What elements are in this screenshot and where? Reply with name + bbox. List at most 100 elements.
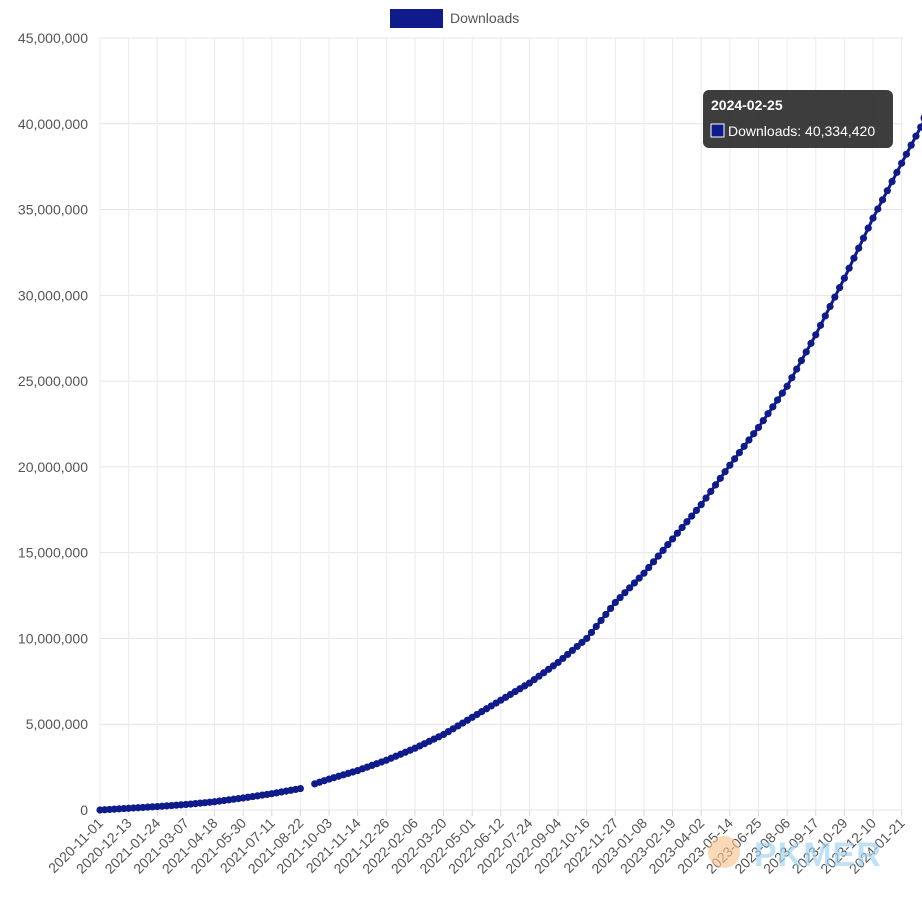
data-point[interactable]	[764, 410, 772, 418]
data-point[interactable]	[740, 442, 748, 450]
data-point[interactable]	[778, 389, 786, 397]
data-point[interactable]	[869, 214, 877, 222]
y-tick-label: 35,000,000	[18, 202, 88, 218]
y-tick-label: 25,000,000	[18, 373, 88, 389]
data-point[interactable]	[821, 312, 829, 320]
data-point[interactable]	[673, 529, 681, 537]
data-point[interactable]	[587, 628, 596, 637]
data-point[interactable]	[649, 558, 658, 566]
y-tick-label: 45,000,000	[18, 30, 88, 46]
grid	[99, 37, 903, 811]
data-point[interactable]	[573, 642, 581, 651]
data-point[interactable]	[626, 584, 634, 592]
data-point[interactable]	[640, 569, 648, 577]
data-point[interactable]	[707, 487, 715, 496]
data-point[interactable]	[554, 658, 562, 667]
data-point[interactable]	[845, 264, 853, 272]
data-point[interactable]	[773, 396, 782, 404]
tooltip-title: 2024-02-25	[711, 97, 783, 113]
data-point[interactable]	[793, 365, 801, 373]
y-tick-label: 30,000,000	[18, 287, 88, 303]
data-point[interactable]	[826, 302, 834, 311]
y-tick-label: 20,000,000	[18, 459, 88, 475]
data-point[interactable]	[678, 523, 686, 532]
data-point[interactable]	[788, 374, 796, 382]
y-axis: 0 5,000,000 10,000,000 15,000,000 20,000,000…	[18, 30, 88, 818]
data-point[interactable]	[688, 512, 696, 520]
y-tick-label: 10,000,000	[18, 630, 88, 646]
data-point[interactable]	[621, 589, 629, 597]
data-point[interactable]	[692, 506, 701, 514]
data-point[interactable]	[616, 593, 624, 602]
data-point[interactable]	[702, 494, 710, 502]
data-point[interactable]	[659, 546, 667, 554]
legend-label[interactable]: Downloads	[450, 10, 519, 26]
data-point[interactable]	[769, 403, 777, 411]
data-point[interactable]	[807, 339, 815, 347]
data-point[interactable]	[802, 348, 810, 356]
watermark-logo-icon	[708, 836, 740, 868]
series-line	[314, 121, 922, 786]
data-point[interactable]	[568, 646, 576, 655]
watermark: PKMER	[708, 836, 882, 874]
data-point[interactable]	[912, 132, 920, 140]
data-point[interactable]	[559, 654, 567, 663]
data-point[interactable]	[726, 461, 734, 469]
data-point[interactable]	[874, 205, 882, 213]
data-point[interactable]	[859, 234, 868, 242]
data-point[interactable]	[645, 563, 653, 572]
data-point[interactable]	[754, 423, 763, 432]
data-point[interactable]	[878, 196, 887, 204]
data-point[interactable]	[850, 254, 858, 262]
data-point[interactable]	[606, 604, 615, 613]
data-point[interactable]	[855, 244, 863, 252]
data-point[interactable]	[683, 518, 691, 526]
series-downloads	[96, 113, 922, 814]
data-point[interactable]	[812, 331, 820, 339]
data-point[interactable]	[797, 356, 806, 365]
data-point[interactable]	[578, 638, 586, 647]
data-point[interactable]	[602, 610, 610, 619]
legend[interactable]: Downloads	[390, 9, 519, 28]
data-point[interactable]	[917, 123, 922, 131]
watermark-text: PKMER	[754, 836, 882, 874]
data-point[interactable]	[664, 541, 672, 549]
data-point[interactable]	[592, 622, 600, 631]
data-point[interactable]	[731, 455, 739, 463]
data-point[interactable]	[750, 430, 758, 438]
y-tick-label: 5,000,000	[26, 716, 88, 732]
data-point[interactable]	[831, 293, 839, 301]
data-point[interactable]	[816, 321, 825, 329]
data-point[interactable]	[883, 187, 891, 195]
data-point[interactable]	[697, 501, 705, 509]
data-point[interactable]	[721, 468, 729, 476]
tooltip-label: Downloads: 40,334,420	[728, 123, 875, 139]
data-point[interactable]	[759, 416, 767, 425]
y-tick-label: 40,000,000	[18, 116, 88, 132]
data-point[interactable]	[783, 382, 791, 390]
data-point[interactable]	[893, 168, 901, 176]
data-point[interactable]	[611, 598, 619, 607]
data-point[interactable]	[840, 274, 848, 282]
data-point[interactable]	[907, 141, 915, 149]
data-point[interactable]	[564, 650, 572, 659]
data-point[interactable]	[902, 150, 911, 158]
data-point[interactable]	[583, 634, 591, 643]
data-point[interactable]	[864, 224, 872, 232]
data-point[interactable]	[597, 616, 605, 625]
data-point[interactable]	[716, 474, 724, 482]
data-point[interactable]	[669, 535, 677, 543]
data-point[interactable]	[898, 159, 906, 167]
data-point[interactable]	[888, 177, 896, 186]
data-point[interactable]	[630, 579, 639, 587]
data-point[interactable]	[745, 436, 753, 444]
data-point[interactable]	[654, 552, 662, 560]
tooltip-swatch	[710, 123, 725, 138]
legend-swatch[interactable]	[390, 9, 443, 28]
data-point[interactable]	[296, 784, 305, 793]
data-point[interactable]	[836, 284, 844, 292]
data-point[interactable]	[635, 574, 643, 582]
data-point[interactable]	[711, 481, 720, 489]
data-point[interactable]	[735, 448, 744, 457]
